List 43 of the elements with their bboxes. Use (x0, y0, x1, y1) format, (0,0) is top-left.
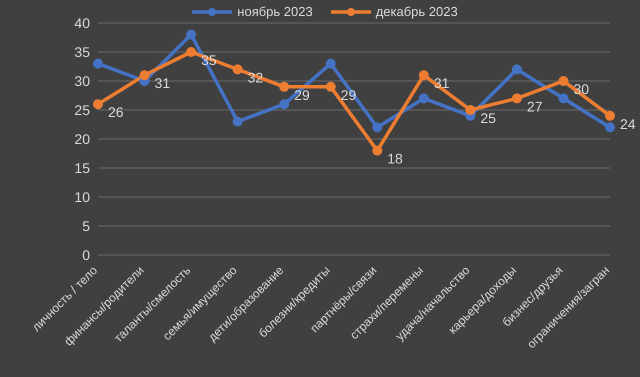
y-tick-label: 10 (74, 188, 90, 205)
y-tick-label: 25 (74, 102, 90, 118)
data-label: 26 (108, 104, 124, 120)
point (140, 70, 150, 80)
data-label: 31 (434, 75, 450, 92)
point (326, 82, 336, 92)
data-label: 35 (201, 52, 217, 68)
data-label: 24 (620, 116, 636, 132)
point (512, 64, 522, 74)
point (372, 122, 382, 132)
point (558, 76, 568, 86)
y-tick-label: 5 (82, 218, 90, 234)
point (512, 93, 522, 104)
point (605, 110, 615, 121)
point (279, 82, 290, 92)
point (232, 116, 243, 127)
data-label: 29 (294, 86, 310, 103)
point (186, 30, 196, 40)
point (418, 70, 429, 80)
legend-label: ноябрь 2023 (237, 4, 313, 19)
data-label: 18 (387, 150, 404, 167)
y-tick-label: 40 (74, 14, 90, 31)
point (186, 47, 196, 57)
y-tick-label: 15 (74, 160, 90, 176)
y-tick-label: 30 (74, 72, 90, 89)
point (465, 105, 476, 115)
y-tick-label: 35 (74, 44, 90, 60)
point (93, 99, 103, 110)
point (372, 146, 382, 156)
data-label: 31 (154, 75, 170, 92)
data-label: 30 (573, 81, 590, 97)
y-tick-label: 20 (74, 130, 90, 147)
legend-label: декабрь 2023 (376, 4, 458, 19)
data-label: 25 (480, 110, 496, 126)
data-label: 27 (526, 98, 543, 114)
point (326, 58, 336, 69)
y-tick-label: 0 (82, 246, 90, 263)
point (232, 64, 243, 74)
point (605, 122, 615, 132)
point (558, 93, 568, 104)
point (418, 93, 429, 104)
point (93, 58, 103, 69)
point (279, 99, 290, 110)
